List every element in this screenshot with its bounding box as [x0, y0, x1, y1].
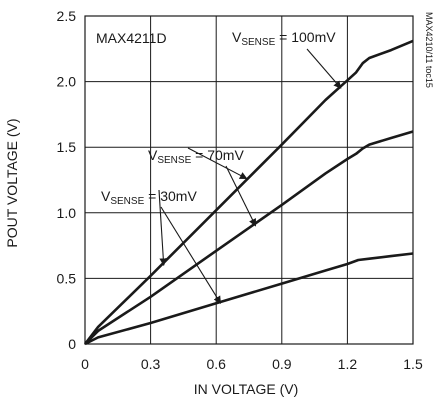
part-label: MAX4211D [96, 30, 167, 46]
y-tick-label: 1.0 [57, 205, 77, 221]
series-label-30mV: VSENSE = 30mV [101, 188, 197, 207]
y-tick-label: 0.5 [57, 270, 77, 286]
series-label-70mV: VSENSE = 70mV [148, 147, 244, 166]
leader-arrow-30mV [160, 206, 222, 304]
series-lines [83, 39, 414, 346]
series-label-100mV: VSENSE = 100mV [232, 29, 336, 48]
y-tick-label: 0 [68, 336, 76, 352]
series-line-30mV [84, 252, 414, 346]
x-tick-label: 0.9 [272, 356, 292, 372]
y-tick-label: 2.5 [57, 8, 77, 24]
y-tick-label: 1.5 [57, 139, 77, 155]
plot-frame [84, 15, 414, 345]
leader-arrow-70mV-from-30mV-label [158, 189, 168, 267]
x-tick-label: 1.5 [403, 356, 423, 372]
leader-arrows [158, 48, 342, 304]
x-tick-label: 0.6 [206, 356, 226, 372]
leader-arrow-100mV-from-70mV-label [187, 147, 248, 180]
leader-arrow-100mV [306, 48, 342, 89]
x-tick-label: 0.3 [141, 356, 161, 372]
tick-labels: 0 0.3 0.6 0.9 1.2 1.5 0 0.5 1.0 1.5 2.0 2.5 [57, 8, 423, 372]
side-id-label: MAX4210/11 toc15 [424, 12, 434, 88]
y-tick-label: 2.0 [57, 74, 77, 90]
series-line-100mV [83, 39, 414, 345]
x-tick-label: 1.2 [338, 356, 358, 372]
leader-arrow-70mV [225, 165, 257, 227]
y-axis-title: POUT VOLTAGE (V) [4, 118, 20, 247]
x-tick-label: 0 [81, 356, 89, 372]
x-axis-title: IN VOLTAGE (V) [194, 381, 299, 397]
series-line-70mV [84, 130, 414, 345]
